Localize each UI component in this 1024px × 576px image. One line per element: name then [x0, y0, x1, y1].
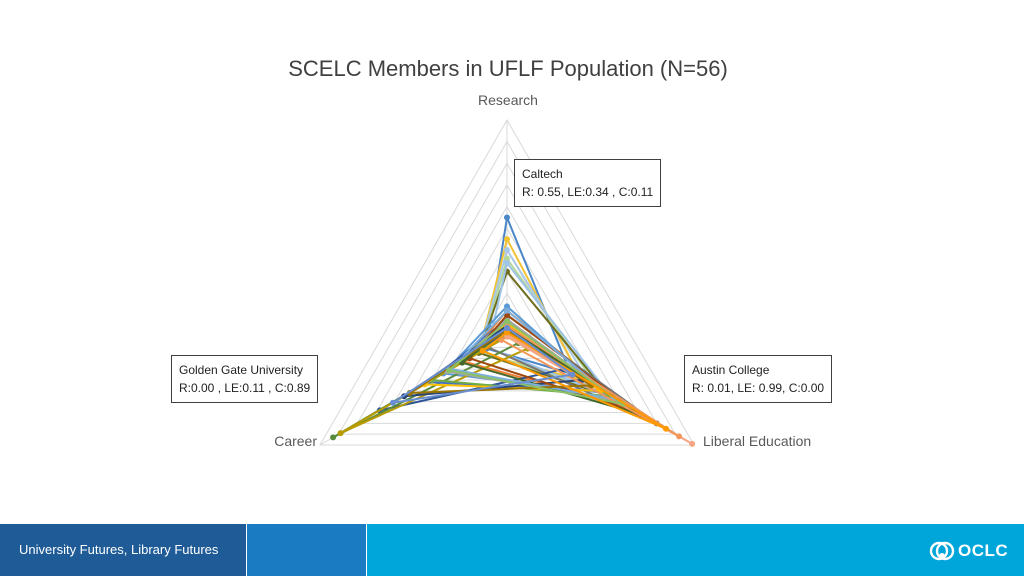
series-point — [504, 318, 510, 325]
series-line — [449, 309, 617, 401]
callout-austin-name: Austin College — [692, 363, 770, 377]
oclc-logo: OCLC — [929, 538, 1008, 564]
callout-caltech-name: Caltech — [522, 167, 563, 181]
series-point — [504, 307, 510, 314]
series-25 — [389, 325, 576, 406]
series-point — [504, 236, 510, 243]
callout-caltech: Caltech R: 0.55, LE:0.34 , C:0.11 — [514, 159, 662, 207]
series-point — [569, 371, 576, 378]
series-point — [330, 434, 337, 441]
footer-block-dark — [0, 524, 246, 576]
grid-ring-9 — [337, 140, 677, 435]
series-point — [479, 347, 486, 354]
series-line — [391, 327, 574, 404]
grid-ring-5 — [412, 227, 602, 392]
callout-austin-values: R: 0.01, LE: 0.99, C:0.00 — [692, 381, 825, 395]
series-point — [504, 325, 510, 331]
series-point — [662, 425, 669, 432]
footer-block-light — [367, 524, 1024, 576]
footer-bar: University Futures, Library Futures OCLC — [0, 524, 1024, 576]
callout-golden-gate: Golden Gate University R:0.00 , LE:0.11 … — [171, 355, 319, 403]
series-point — [504, 329, 510, 336]
axis-label-liberal-education: Liberal Education — [703, 433, 811, 449]
grid-ring-3 — [450, 270, 564, 370]
grid-ring-7 — [375, 183, 639, 413]
axis-label-career: Career — [274, 433, 317, 449]
callout-austin-college: Austin College R: 0.01, LE: 0.99, C:0.00 — [684, 355, 833, 403]
series-point — [504, 214, 510, 221]
oclc-logo-icon — [929, 541, 955, 561]
series-point — [504, 247, 510, 253]
axis-label-research: Research — [478, 92, 538, 108]
chart-title: SCELC Members in UFLF Population (N=56) — [288, 56, 728, 81]
radar-chart: Research Liberal Education Career — [274, 92, 811, 449]
series-line — [477, 270, 611, 398]
series-point — [337, 430, 344, 437]
series-line — [481, 331, 667, 430]
series-point — [676, 433, 683, 440]
series-point — [389, 399, 396, 406]
grid-ring-10 — [319, 118, 695, 446]
grid-ring-8 — [356, 162, 658, 424]
callout-golden-gate-name: Golden Gate University — [179, 363, 304, 377]
grid-ring-6 — [393, 205, 621, 403]
axis-labels: Research Liberal Education Career — [274, 92, 811, 449]
callout-golden-gate-values: R:0.00 , LE:0.11 , C:0.89 — [179, 381, 311, 395]
oclc-logo-text: OCLC — [958, 541, 1009, 560]
series-point — [689, 440, 696, 447]
callout-caltech-values: R: 0.55, LE:0.34 , C:0.11 — [522, 185, 654, 199]
series-point — [504, 255, 510, 262]
series-point — [504, 260, 510, 266]
series-point — [504, 333, 510, 340]
radar-series — [330, 214, 696, 447]
series-point — [446, 367, 453, 374]
footer-text: University Futures, Library Futures — [19, 542, 219, 557]
series-point — [504, 303, 510, 310]
footer-block-mid — [247, 524, 366, 576]
radar-grid — [319, 118, 695, 446]
series-24 — [479, 329, 669, 432]
